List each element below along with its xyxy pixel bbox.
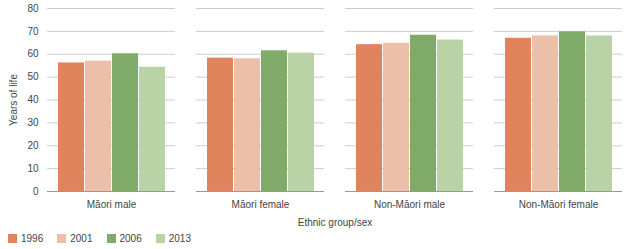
svg-text:70: 70 bbox=[27, 26, 39, 37]
svg-text:50: 50 bbox=[27, 71, 39, 82]
html-text:2013: 2013 bbox=[168, 232, 191, 244]
html-text:1996: 1996 bbox=[21, 232, 44, 244]
svg-text:0: 0 bbox=[33, 186, 39, 197]
svg-text:10: 10 bbox=[27, 163, 39, 174]
svg-text:60: 60 bbox=[27, 48, 39, 59]
svg-text:Māori male: Māori male bbox=[87, 199, 137, 210]
svg-text:Non-Māori male: Non-Māori male bbox=[374, 199, 446, 210]
svg-text:20: 20 bbox=[27, 140, 39, 151]
svg-text:40: 40 bbox=[27, 94, 39, 105]
html-text:2006: 2006 bbox=[119, 232, 142, 244]
svg-text:80: 80 bbox=[27, 3, 39, 14]
svg-text:30: 30 bbox=[27, 117, 39, 128]
html-text:2001: 2001 bbox=[70, 232, 93, 244]
svg-text:Non-Māori female: Non-Māori female bbox=[519, 199, 599, 210]
svg-text:Years of life: Years of life bbox=[8, 74, 19, 126]
svg-text:Ethnic group/sex: Ethnic group/sex bbox=[298, 217, 373, 228]
svg-text:Māori female: Māori female bbox=[232, 199, 290, 210]
